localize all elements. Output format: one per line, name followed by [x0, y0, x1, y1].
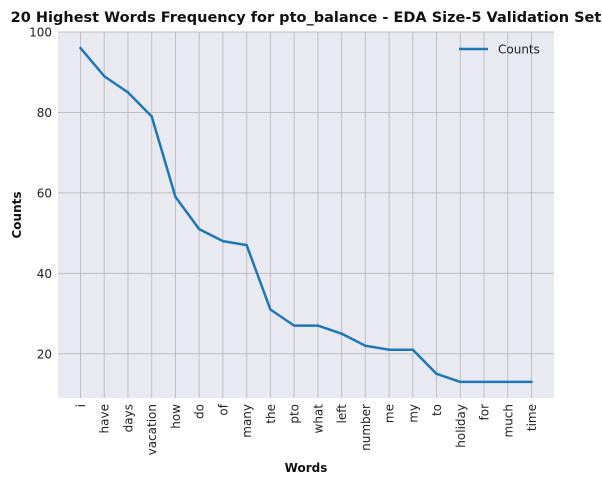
x-tick-label: what [311, 404, 325, 434]
data-point [340, 332, 343, 335]
data-point [174, 195, 177, 199]
legend-label-counts: Counts [498, 43, 540, 57]
y-tick-label: 100 [29, 26, 52, 40]
x-tick-label: vacation [145, 404, 159, 455]
x-tick-label: left [335, 404, 349, 424]
data-point [411, 348, 415, 351]
x-tick-label: do [193, 404, 207, 419]
x-tick-label: how [169, 404, 183, 429]
x-tick-label: i [74, 404, 88, 407]
data-point [150, 115, 153, 118]
x-tick-label: number [359, 404, 373, 451]
data-point [221, 239, 225, 243]
plot-area [58, 32, 554, 398]
x-tick-label: for [478, 404, 492, 421]
x-tick-label: many [240, 404, 254, 438]
series-layer [79, 46, 533, 384]
x-tick-label: have [98, 404, 112, 433]
y-tick-label: 60 [37, 186, 52, 200]
chart-title: 20 Highest Words Frequency for pto_balan… [11, 10, 602, 26]
x-tick-label: much [501, 404, 515, 438]
data-point [316, 324, 320, 327]
data-point [292, 324, 296, 327]
data-point [79, 46, 82, 50]
data-point [459, 380, 462, 384]
x-tick-label: the [264, 404, 278, 424]
data-point [435, 372, 438, 376]
data-point [269, 308, 272, 311]
x-tick-label: time [525, 404, 539, 431]
y-axis-ticks: 20 40 60 80 100 [29, 26, 52, 362]
x-axis-ticks: i have days vacation how do of many the pto what le… [74, 403, 539, 455]
x-tick-label: of [216, 403, 230, 415]
y-axis-label: Counts [10, 191, 24, 238]
data-point [245, 243, 248, 247]
data-point [126, 91, 130, 94]
y-tick-label: 80 [37, 106, 52, 120]
data-point [364, 344, 367, 347]
x-tick-label: me [383, 404, 397, 423]
legend: Counts [459, 43, 540, 57]
y-tick-label: 20 [37, 347, 52, 361]
x-tick-label: my [406, 404, 420, 423]
data-point [197, 227, 201, 231]
data-point [387, 348, 391, 351]
x-tick-label: days [121, 404, 135, 432]
data-point [103, 75, 106, 78]
x-tick-label: pto [288, 404, 302, 424]
x-tick-label: holiday [454, 404, 468, 448]
data-point [482, 380, 486, 384]
x-tick-label: to [430, 404, 444, 416]
data-point [530, 380, 533, 384]
x-axis-label: Words [285, 461, 328, 475]
series-line-counts [79, 46, 533, 384]
data-point [506, 380, 509, 384]
grid [58, 31, 554, 398]
y-tick-label: 40 [37, 267, 52, 281]
